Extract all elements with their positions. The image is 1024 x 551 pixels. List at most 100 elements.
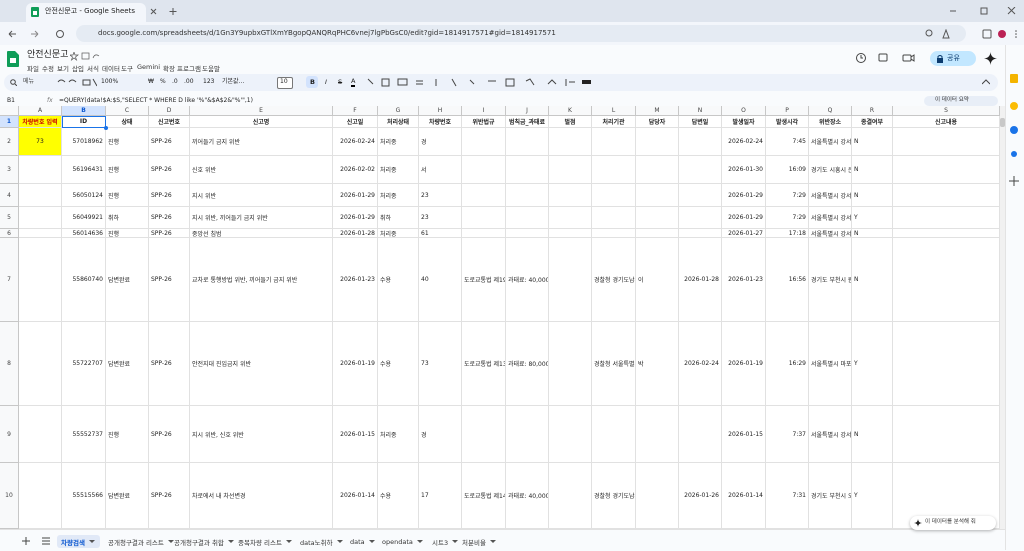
empty-cell[interactable] <box>549 128 592 156</box>
empty-cell[interactable] <box>506 184 549 207</box>
cell[interactable]: 답변일 <box>679 116 722 128</box>
side-panel-icons[interactable] <box>1008 74 1020 194</box>
title-icons[interactable] <box>70 52 100 61</box>
cell[interactable]: 서울특별시 강서구 <box>809 406 852 463</box>
cell[interactable]: 교차로 통행방법 위반, 끼어들기 금지 위반 <box>190 238 333 322</box>
cell[interactable]: SPP-26 <box>149 322 190 406</box>
column-header[interactable]: K <box>549 106 592 116</box>
cell[interactable]: 신고번호 <box>149 116 190 128</box>
cell[interactable]: SPP-26 <box>149 238 190 322</box>
cell[interactable]: 처리중 <box>378 156 419 184</box>
cell[interactable]: SPP-26 <box>149 184 190 207</box>
row-header[interactable]: 9 <box>0 406 19 463</box>
cell[interactable]: 경찰청 서울특별시 <box>592 322 636 406</box>
empty-cell[interactable] <box>549 156 592 184</box>
empty-cell[interactable] <box>679 207 722 229</box>
nav-buttons[interactable] <box>8 29 70 39</box>
cell[interactable]: 도로교통법 제19조 <box>462 238 506 322</box>
cell[interactable]: 진행 <box>106 406 149 463</box>
sheet-tab[interactable]: data <box>346 535 380 548</box>
menu-item[interactable]: 수정 <box>42 65 54 73</box>
empty-cell[interactable] <box>893 156 1000 184</box>
empty-cell[interactable] <box>636 156 679 184</box>
cell[interactable]: N <box>852 128 893 156</box>
row-header[interactable]: 4 <box>0 184 19 207</box>
column-header[interactable]: H <box>419 106 462 116</box>
sheet-tab[interactable]: 처분비율 <box>458 535 501 548</box>
cell[interactable]: 도로교통법 제13조 <box>462 322 506 406</box>
empty-cell[interactable] <box>636 463 679 529</box>
cell[interactable]: 2026-02-24 <box>722 128 766 156</box>
column-header[interactable]: I <box>462 106 506 116</box>
cell[interactable]: 서 <box>419 156 462 184</box>
collapse-toolbar[interactable] <box>982 79 990 85</box>
empty-cell[interactable] <box>19 463 62 529</box>
cell[interactable]: 지시 위반, 신호 위반 <box>190 406 333 463</box>
cell[interactable]: 17 <box>419 463 462 529</box>
cell[interactable]: 담당자 <box>636 116 679 128</box>
cell[interactable]: 진행 <box>106 156 149 184</box>
menu-item[interactable]: 서식 <box>87 65 99 73</box>
cell[interactable]: ID <box>62 116 106 128</box>
empty-cell[interactable] <box>462 207 506 229</box>
cell[interactable]: 서울특별시 강서구 <box>809 184 852 207</box>
cell[interactable]: 7:29 <box>766 184 809 207</box>
cell[interactable]: 중앙선 침범 <box>190 229 333 238</box>
column-header[interactable]: S <box>893 106 1000 116</box>
menu-search[interactable]: 메뉴 <box>23 78 35 85</box>
corner-cell[interactable] <box>0 106 19 116</box>
column-header[interactable]: G <box>378 106 419 116</box>
cell[interactable]: Y <box>852 207 893 229</box>
currency-format[interactable]: ₩ <box>148 78 154 85</box>
row-header[interactable]: 5 <box>0 207 19 229</box>
cell[interactable]: 발생시각 <box>766 116 809 128</box>
scroll-thumb[interactable] <box>1000 118 1005 127</box>
cell[interactable]: 발생일자 <box>722 116 766 128</box>
cell[interactable]: SPP-26 <box>149 463 190 529</box>
empty-cell[interactable] <box>506 229 549 238</box>
cell[interactable]: 범칙금_과태료 <box>506 116 549 128</box>
cell[interactable]: 처리상태 <box>378 116 419 128</box>
cell[interactable]: 경찰청 경기도남부 <box>592 463 636 529</box>
empty-cell[interactable] <box>592 207 636 229</box>
cell[interactable]: 7:37 <box>766 406 809 463</box>
cell[interactable]: 진행 <box>106 229 149 238</box>
cell[interactable]: 16:09 <box>766 156 809 184</box>
cell[interactable]: 진행 <box>106 184 149 207</box>
undo-redo-print[interactable] <box>57 78 97 87</box>
empty-cell[interactable] <box>549 207 592 229</box>
cell[interactable]: 2026-01-19 <box>722 322 766 406</box>
column-header[interactable]: Q <box>809 106 852 116</box>
empty-cell[interactable] <box>549 184 592 207</box>
sheet-tab[interactable]: opendata <box>378 535 428 548</box>
sheet-tab[interactable]: 공개청구결과 리스트 <box>104 535 179 548</box>
sheet-tab[interactable]: 중복차량 리스트 <box>234 535 297 548</box>
empty-cell[interactable] <box>592 229 636 238</box>
cell[interactable]: 56049921 <box>62 207 106 229</box>
row-header[interactable]: 1 <box>0 116 19 128</box>
cell[interactable]: 56050124 <box>62 184 106 207</box>
empty-cell[interactable] <box>893 184 1000 207</box>
number-format[interactable]: 123 <box>203 78 215 85</box>
cell[interactable]: SPP-26 <box>149 207 190 229</box>
cell[interactable]: N <box>852 156 893 184</box>
cell[interactable]: 40 <box>419 238 462 322</box>
cell[interactable]: 처리중 <box>378 184 419 207</box>
cell[interactable]: 2026-01-29 <box>722 207 766 229</box>
column-header[interactable]: N <box>679 106 722 116</box>
italic[interactable]: I <box>325 78 327 86</box>
cell[interactable]: 위반장소 <box>809 116 852 128</box>
empty-cell[interactable] <box>549 322 592 406</box>
cell[interactable]: 2026-01-14 <box>333 463 378 529</box>
cell[interactable]: 2026-01-23 <box>333 238 378 322</box>
window-controls[interactable] <box>950 7 1020 16</box>
empty-cell[interactable] <box>462 156 506 184</box>
column-header[interactable]: L <box>592 106 636 116</box>
cell[interactable]: 7:29 <box>766 207 809 229</box>
empty-cell[interactable] <box>462 128 506 156</box>
cell[interactable]: 처리중 <box>378 229 419 238</box>
cell[interactable]: 17:18 <box>766 229 809 238</box>
cell[interactable]: 73 <box>19 128 62 156</box>
column-header[interactable]: R <box>852 106 893 116</box>
cell[interactable]: 수용 <box>378 463 419 529</box>
